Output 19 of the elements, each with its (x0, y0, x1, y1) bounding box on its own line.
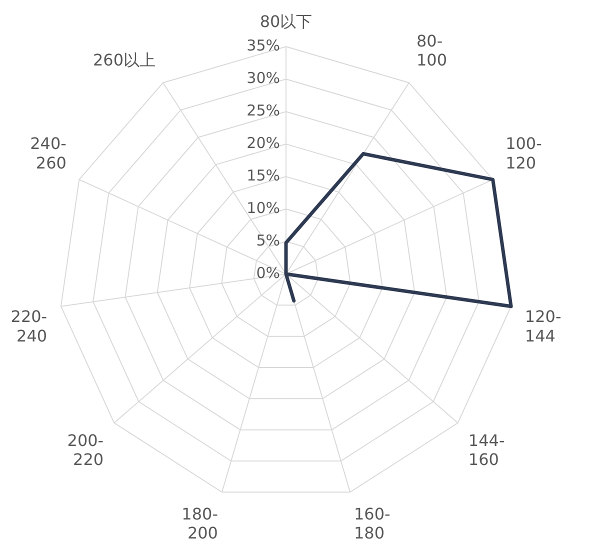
spoke-label: 240-260 (30, 134, 66, 172)
spoke-label: 80以下 (260, 12, 312, 32)
spoke-label: 220-240 (10, 307, 48, 346)
spoke-label: 120-144 (524, 307, 562, 346)
y-tick-label: 30% (246, 68, 280, 87)
spoke-label: 160-180 (354, 504, 390, 543)
spoke-label: 80-100 (416, 31, 448, 70)
y-tick-label: 10% (246, 198, 280, 217)
spoke-label: 180-200 (182, 504, 218, 543)
spoke-label: 200-220 (67, 430, 104, 470)
y-tick-label: 20% (246, 134, 280, 152)
y-tick-label: 35% (246, 36, 280, 55)
spoke-label: 100-120 (506, 134, 542, 172)
spoke-label: 144-160 (468, 430, 505, 470)
y-tick-label: 15% (246, 166, 280, 184)
y-tick-label: 5% (256, 231, 280, 250)
y-tick-label: 0% (256, 264, 280, 282)
spoke-label: 260以上 (92, 50, 156, 70)
y-tick-label: 25% (246, 101, 280, 120)
